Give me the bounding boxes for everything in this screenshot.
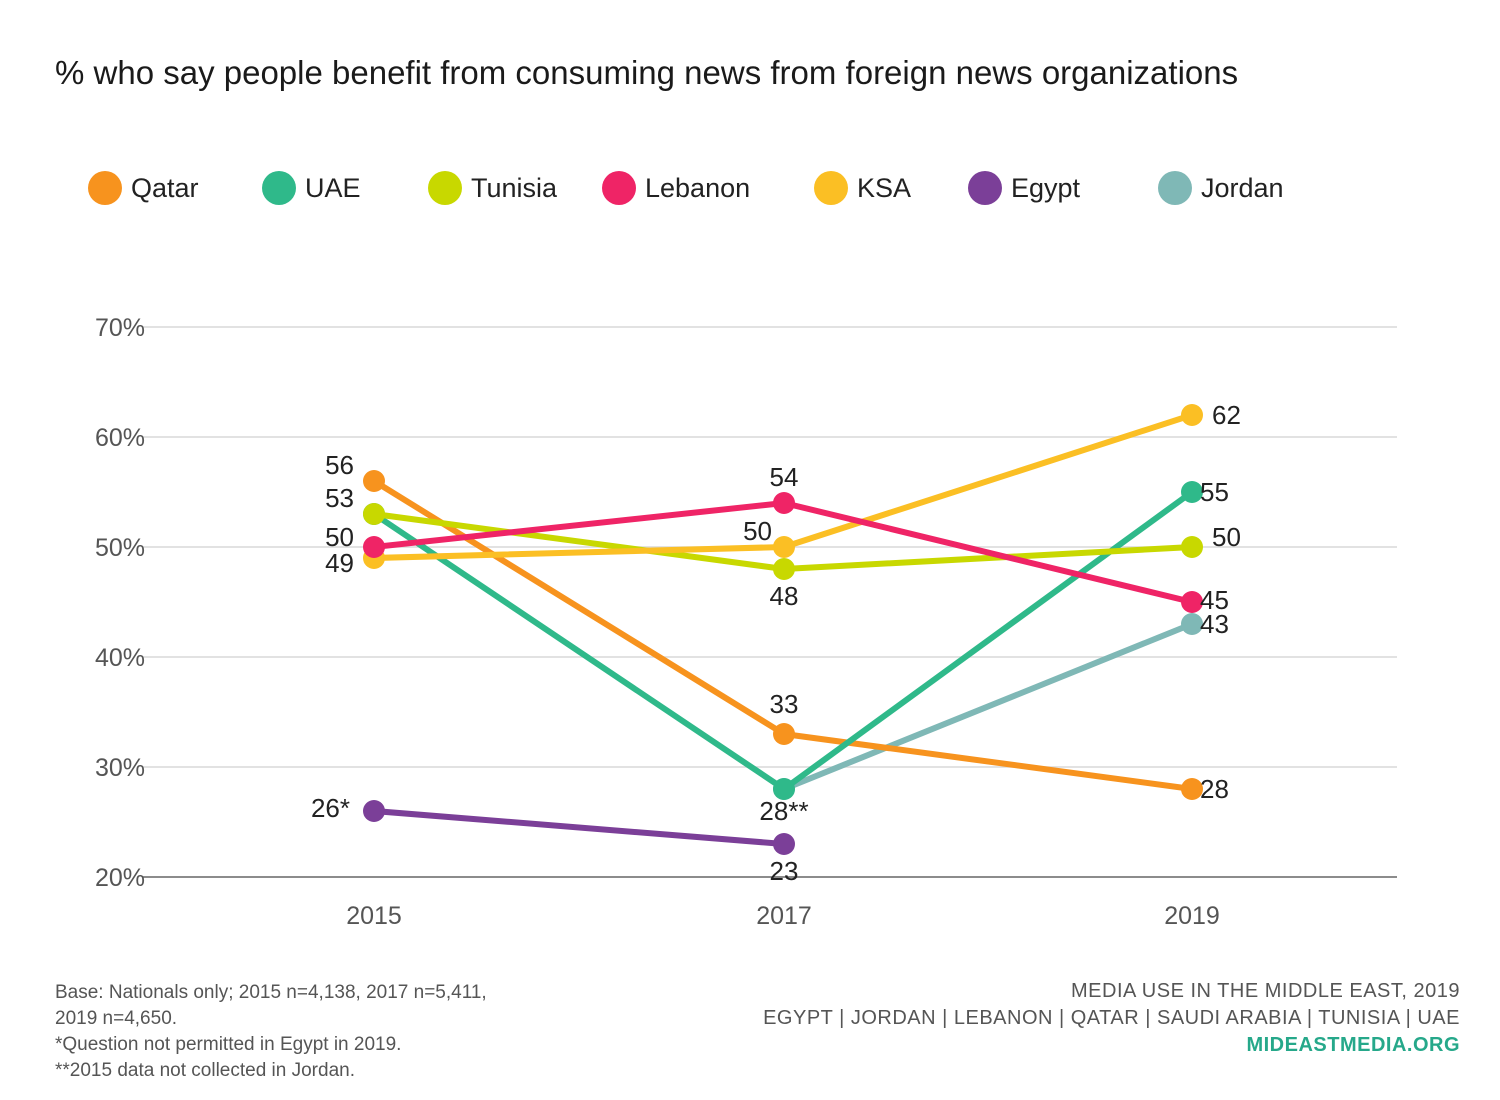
point-uae: [1181, 481, 1203, 503]
legend-item-jordan: Jordan: [1158, 170, 1284, 206]
y-tick-label: 60%: [95, 424, 145, 452]
data-label-qatar: 28: [1200, 774, 1229, 804]
legend-label: Jordan: [1201, 172, 1284, 203]
legend-swatch: [1158, 171, 1192, 205]
legend: Qatar UAE Tunisia Lebanon KSA Egypt Jord…: [88, 170, 1488, 206]
point-tunisia: [773, 558, 795, 580]
footnote-jordan: **2015 data not collected in Jordan.: [55, 1060, 355, 1081]
data-label-uae: 55: [1200, 477, 1229, 507]
point-tunisia: [1181, 536, 1203, 558]
legend-label: Qatar: [131, 172, 199, 203]
data-label-ksa: 50: [743, 516, 772, 546]
series-line-egypt: [371, 808, 787, 847]
y-tick-label: 20%: [95, 864, 145, 892]
data-label-lebanon: 54: [770, 462, 799, 492]
legend-swatch: [88, 171, 122, 205]
legend-label: KSA: [857, 172, 912, 203]
legend-item-egypt: Egypt: [968, 170, 1080, 206]
y-tick-label: 50%: [95, 534, 145, 562]
data-label-qatar: 33: [770, 689, 799, 719]
footnotes: Base: Nationals only; 2015 n=4,138, 2017…: [55, 980, 655, 1084]
data-label-egypt: 23: [770, 856, 799, 886]
point-qatar: [773, 723, 795, 745]
legend-item-lebanon: Lebanon: [602, 170, 750, 206]
legend-label: Tunisia: [471, 172, 558, 203]
point-uae: [773, 778, 795, 800]
data-label-tunisia: 48: [770, 581, 799, 611]
footnote-egypt: *Question not permitted in Egypt in 2019…: [55, 1034, 402, 1055]
legend-item-tunisia: Tunisia: [428, 170, 557, 206]
footnote-base: Base: Nationals only; 2015 n=4,138, 2017…: [55, 982, 487, 1003]
source-countries: EGYPT | JORDAN | LEBANON | QATAR | SAUDI…: [763, 1007, 1460, 1029]
data-label-lebanon: 45: [1200, 585, 1229, 615]
legend-item-ksa: KSA: [814, 170, 911, 206]
data-label-lebanon: 50: [325, 522, 354, 552]
point-tunisia: [363, 503, 385, 525]
point-lebanon: [773, 492, 795, 514]
footnote-base-cont: 2019 n=4,650.: [55, 1008, 178, 1029]
source-block: MEDIA USE IN THE MIDDLE EAST, 2019 EGYPT…: [560, 978, 1460, 1059]
data-label-ksa: 49: [325, 548, 354, 578]
legend-item-qatar: Qatar: [88, 170, 199, 206]
data-label-tunisia: 50: [1212, 522, 1241, 552]
y-tick-label: 40%: [95, 644, 145, 672]
point-lebanon: [363, 536, 385, 558]
data-label-egypt: 26*: [311, 793, 350, 823]
data-label-uae: 53: [325, 483, 354, 513]
y-tick-label: 30%: [95, 754, 145, 782]
series-line-jordan: [781, 621, 1195, 792]
point-jordan: [1181, 613, 1203, 635]
legend-swatch: [814, 171, 848, 205]
legend-swatch: [602, 171, 636, 205]
point-qatar: [1181, 778, 1203, 800]
source-title: MEDIA USE IN THE MIDDLE EAST, 2019: [1071, 980, 1460, 1002]
x-tick-label: 2017: [756, 902, 812, 930]
y-tick-label: 70%: [95, 314, 145, 342]
legend-swatch: [428, 171, 462, 205]
point-ksa: [773, 536, 795, 558]
line-chart: 20% 30% 40% 50% 60% 70% 2015 2017 2019 56 33 28 53 28…: [95, 314, 1397, 930]
source-link[interactable]: MIDEASTMEDIA.ORG: [1246, 1034, 1460, 1056]
point-egypt: [773, 833, 795, 855]
point-lebanon: [1181, 591, 1203, 613]
point-ksa: [1181, 404, 1203, 426]
legend-item-uae: UAE: [262, 170, 361, 206]
legend-label: Egypt: [1011, 172, 1081, 203]
legend-label: UAE: [305, 172, 361, 203]
point-qatar: [363, 470, 385, 492]
chart-title: % who say people benefit from consuming …: [55, 54, 1239, 91]
point-egypt: [363, 800, 385, 822]
data-label-uae: 28**: [759, 796, 808, 826]
data-label-qatar: 56: [325, 450, 354, 480]
legend-swatch: [262, 171, 296, 205]
x-tick-label: 2015: [346, 902, 402, 930]
data-label-ksa: 62: [1212, 400, 1241, 430]
x-tick-label: 2019: [1164, 902, 1220, 930]
legend-swatch: [968, 171, 1002, 205]
data-label-jordan: 43: [1200, 609, 1229, 639]
legend-label: Lebanon: [645, 172, 751, 203]
